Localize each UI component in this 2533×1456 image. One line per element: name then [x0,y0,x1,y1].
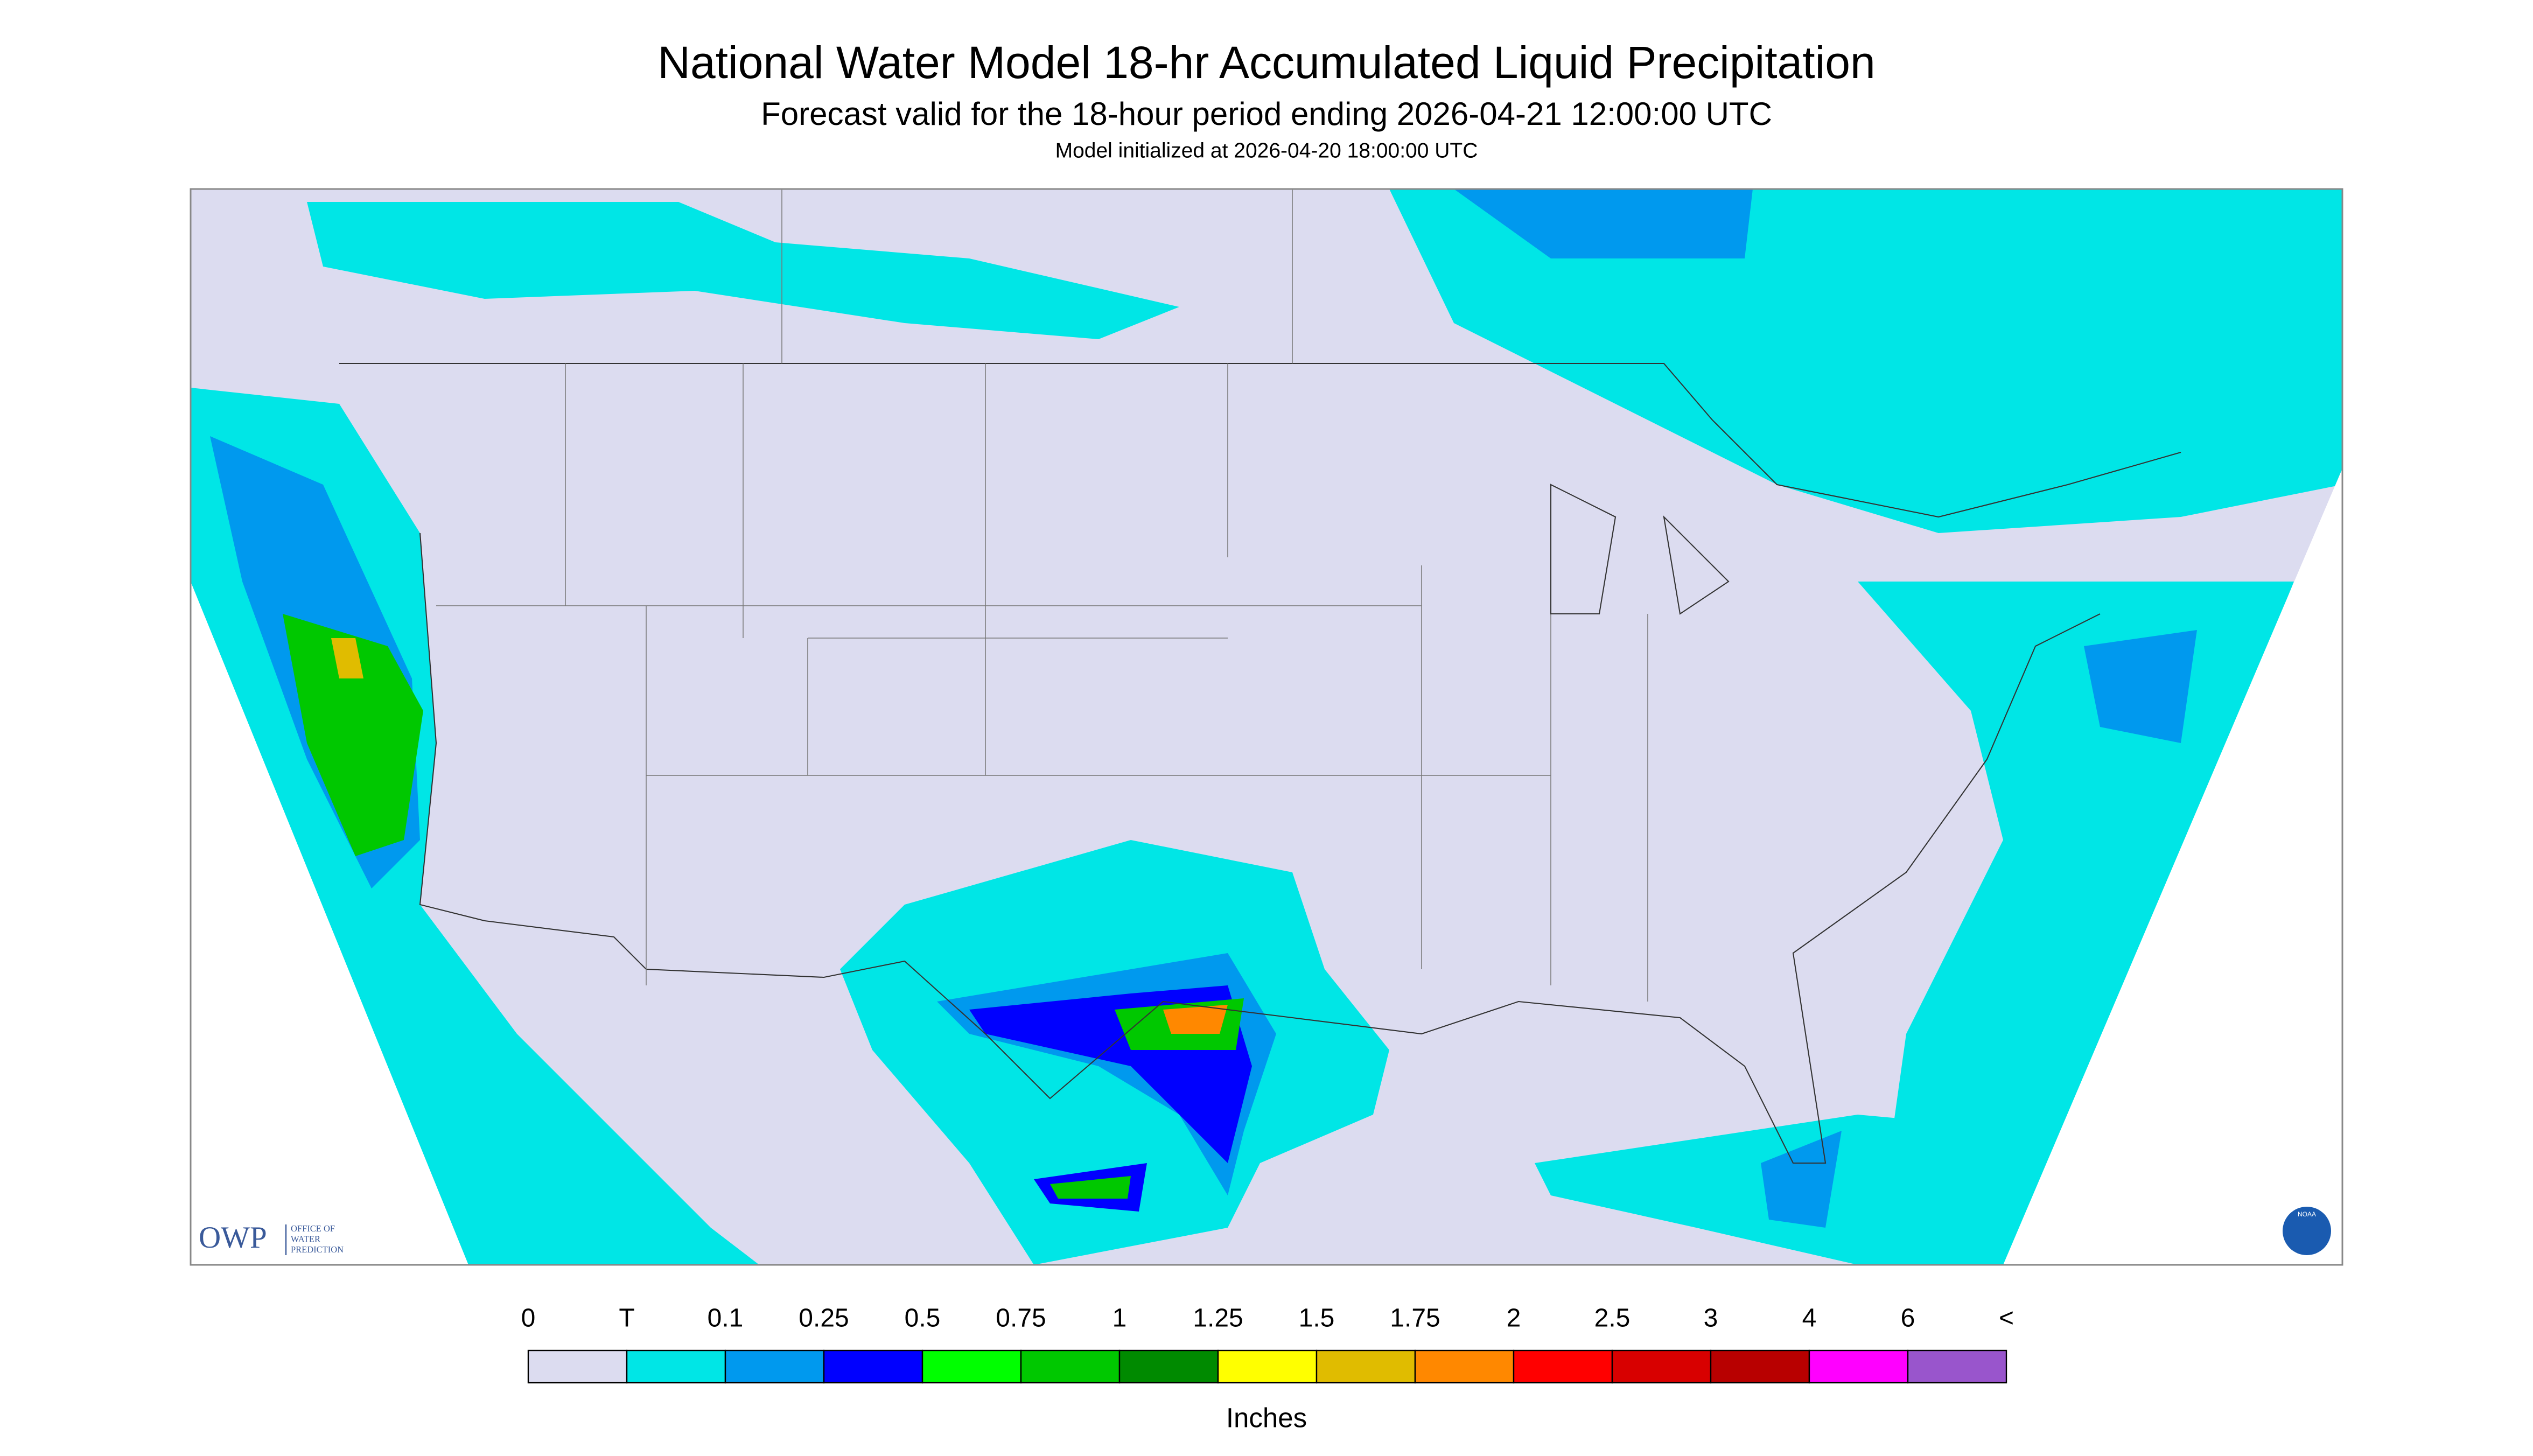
owp-text-line: PREDICTION [291,1244,344,1255]
legend-swatch [626,1349,726,1384]
legend-label: 6 [1901,1304,1915,1333]
legend-swatch [1217,1349,1318,1384]
canada-lines [781,189,1293,364]
legend-swatch [1808,1349,1909,1384]
init-note: Model initialized at 2026-04-20 18:00:00… [1055,139,1478,162]
precip-field [191,189,2342,1265]
subtitle: Forecast valid for the 18-hour period en… [761,96,1772,132]
owp-text-line: OFFICE OF [291,1223,335,1234]
legend-label: 1.25 [1193,1304,1243,1333]
north-band [307,202,1179,340]
florida-band [1761,1131,1842,1228]
west-coast-core [283,614,423,857]
legend-label: 0 [521,1304,536,1333]
legend-swatch [1118,1349,1219,1384]
great-lakes [1550,484,1730,615]
legend-label: T [619,1304,634,1333]
legend-swatch [1513,1349,1613,1384]
legend-swatch [724,1349,825,1384]
legend-label: 1.5 [1299,1304,1335,1333]
legend-label: 0.5 [905,1304,941,1333]
map-frame [190,188,2343,1266]
legend-label: 0.75 [996,1304,1046,1333]
hudson-band [1454,189,1753,259]
legend-label: 2 [1507,1304,1521,1333]
border-north [339,362,2181,518]
legend-swatch [527,1349,628,1384]
legend-swatch [1710,1349,1810,1384]
owp-text-line: WATER [291,1234,320,1244]
legend-label: < [1999,1304,2014,1333]
legend-label: 1 [1112,1304,1127,1333]
legend-swatch [1611,1349,1712,1384]
atlantic-band [2084,630,2197,744]
legend-unit: Inches [1226,1402,1307,1433]
legend-swatch [1020,1349,1121,1384]
legend-swatch [823,1349,923,1384]
atlantic-field [1858,582,2294,1265]
legend-swatch [921,1349,1022,1384]
legend: 0 T 0.1 0.25 0.5 0.75 1 1.25 1.5 1.75 2 2.5 3 4 6 < [521,1304,2014,1384]
legend-label: 0.1 [708,1304,744,1333]
noaa-text: NOAA [2298,1210,2316,1218]
south-central-peak [1163,1005,1228,1034]
legend-label: 1.75 [1390,1304,1440,1333]
legend-swatch [1907,1349,2007,1384]
legend-label: 3 [1704,1304,1718,1333]
boundaries [339,189,2181,1164]
owp-logo: OWP [199,1221,267,1255]
north-east-field [1389,189,2342,534]
title: National Water Model 18-hr Accumulated L… [657,37,1875,88]
west-coast-peak [331,638,363,679]
legend-label: 4 [1802,1304,1817,1333]
legend-label: 0.25 [799,1304,849,1333]
border-south-coast [419,533,2101,1164]
mexico-core [1050,1176,1131,1199]
legend-swatch [1414,1349,1515,1384]
legend-swatch [1316,1349,1416,1384]
noaa-logo [2283,1207,2331,1256]
legend-label: 2.5 [1594,1304,1631,1333]
state-lines [436,363,1648,1002]
